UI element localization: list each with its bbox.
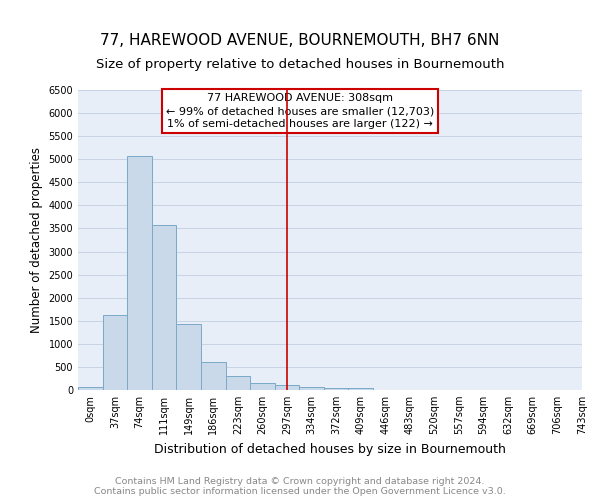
Text: Contains HM Land Registry data © Crown copyright and database right 2024.: Contains HM Land Registry data © Crown c… (115, 477, 485, 486)
Text: 77, HAREWOOD AVENUE, BOURNEMOUTH, BH7 6NN: 77, HAREWOOD AVENUE, BOURNEMOUTH, BH7 6N… (100, 32, 500, 48)
Bar (226, 376, 250, 390)
Bar (324, 388, 349, 390)
Bar (103, 315, 127, 390)
Bar (349, 388, 373, 390)
Bar (152, 225, 176, 390)
Text: 77 HAREWOOD AVENUE: 308sqm
← 99% of detached houses are smaller (12,703)
1% of s: 77 HAREWOOD AVENUE: 308sqm ← 99% of deta… (166, 93, 434, 130)
Bar (275, 386, 299, 390)
Bar (78, 386, 103, 390)
Bar (127, 156, 152, 390)
Bar (299, 386, 324, 390)
Bar (201, 362, 226, 390)
Text: Size of property relative to detached houses in Bournemouth: Size of property relative to detached ho… (96, 58, 504, 71)
Y-axis label: Number of detached properties: Number of detached properties (30, 147, 43, 333)
Bar (250, 383, 275, 390)
Bar (176, 324, 201, 390)
X-axis label: Distribution of detached houses by size in Bournemouth: Distribution of detached houses by size … (154, 442, 506, 456)
Text: Contains public sector information licensed under the Open Government Licence v3: Contains public sector information licen… (94, 487, 506, 496)
